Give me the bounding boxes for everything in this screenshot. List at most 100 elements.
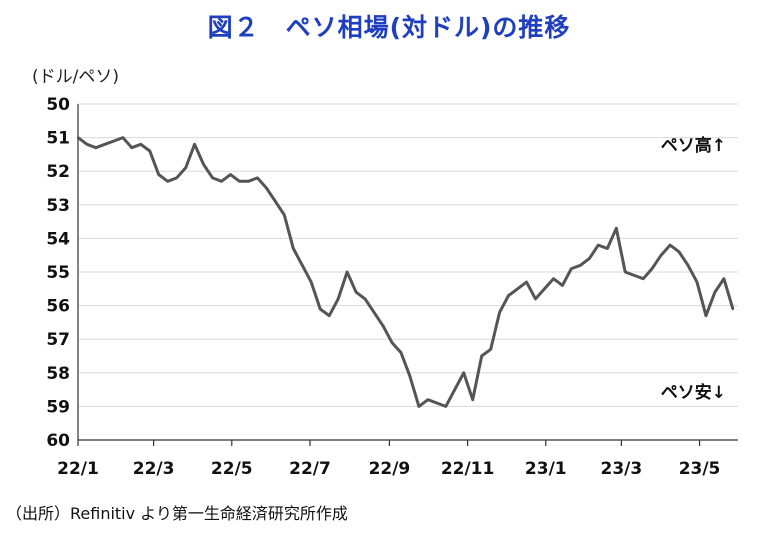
data-point	[534, 297, 537, 301]
data-point	[552, 277, 555, 280]
x-tick-label: 22/1	[57, 459, 99, 479]
data-point	[659, 254, 663, 257]
annotations: ペソ高↑ ペソ安↓	[661, 135, 726, 403]
data-point	[103, 143, 107, 146]
x-tick-label: 22/7	[289, 459, 331, 479]
data-point	[561, 284, 564, 287]
x-tick-label: 22/11	[441, 459, 495, 479]
data-point	[319, 307, 322, 311]
data-point	[211, 176, 214, 180]
data-point	[327, 314, 331, 317]
y-axis-unit-label: (ドル/ペソ)	[32, 67, 119, 87]
data-point	[76, 136, 80, 139]
series-group	[76, 136, 735, 408]
data-point	[247, 180, 250, 183]
data-point	[615, 227, 618, 230]
data-point	[399, 351, 403, 354]
data-point	[686, 264, 690, 267]
data-point	[166, 180, 169, 183]
x-tick-label: 23/1	[525, 459, 567, 479]
data-point	[345, 270, 349, 274]
data-point	[157, 173, 160, 176]
data-point	[588, 257, 591, 260]
data-point	[713, 290, 717, 294]
data-point	[507, 294, 510, 297]
data-point	[677, 250, 681, 254]
y-tick-label: 56	[46, 297, 70, 317]
data-point	[525, 280, 528, 284]
source-note: （出所）Refinitiv より第一生命経済研究所作成	[6, 504, 348, 523]
data-point	[444, 405, 448, 408]
data-point	[417, 405, 421, 408]
data-point	[489, 348, 492, 351]
x-tick-label: 22/3	[133, 459, 175, 479]
data-point	[265, 186, 268, 190]
x-tick-label: 22/9	[369, 459, 411, 479]
data-point	[381, 324, 385, 327]
y-tick-label: 51	[46, 129, 70, 149]
data-point	[471, 398, 474, 401]
data-point	[175, 176, 178, 180]
y-tick-label: 54	[46, 229, 70, 249]
data-point	[650, 267, 654, 270]
y-tick-label: 55	[46, 263, 70, 283]
data-point	[695, 280, 699, 284]
data-point	[283, 213, 286, 217]
data-point	[498, 311, 501, 314]
data-point	[579, 264, 582, 267]
data-point	[426, 398, 430, 401]
data-point	[130, 146, 134, 149]
data-point	[372, 311, 376, 314]
data-point	[220, 180, 223, 183]
data-point	[184, 166, 187, 170]
data-point	[310, 280, 313, 284]
data-point	[632, 274, 636, 277]
data-point	[408, 374, 412, 378]
data-point	[336, 297, 340, 301]
y-axis-ticks: 50 51 52 53 54 55 56 57 58 59 60	[46, 95, 70, 451]
data-point	[354, 290, 358, 294]
data-point	[85, 143, 89, 146]
data-point	[229, 173, 232, 176]
data-point	[121, 136, 125, 139]
data-point	[301, 264, 304, 267]
data-point	[731, 307, 735, 311]
y-tick-label: 50	[46, 95, 70, 115]
annotation-peso-weak: ペソ安↓	[661, 382, 726, 403]
annotation-peso-strong: ペソ高↑	[661, 135, 726, 156]
series-line-0	[77, 136, 735, 408]
data-point	[94, 146, 98, 149]
y-tick-label: 60	[46, 431, 70, 451]
chart-title: 図２ ペソ相場(対ドル)の推移	[207, 13, 571, 42]
data-point	[516, 287, 519, 290]
y-tick-label: 52	[46, 162, 70, 182]
data-point	[292, 247, 295, 250]
data-point	[480, 354, 483, 358]
y-tick-label: 58	[46, 364, 70, 384]
x-tick-label: 23/3	[601, 459, 643, 479]
data-point	[274, 200, 277, 203]
data-point	[597, 243, 600, 247]
data-point	[139, 143, 142, 146]
data-point	[543, 287, 546, 290]
x-axis-ticks: 22/1 22/3 22/5 22/7 22/9 22/11 23/1 23/3 23/5	[57, 440, 720, 479]
data-point	[704, 314, 708, 317]
x-tick-label: 22/5	[211, 459, 253, 479]
data-point	[148, 149, 151, 153]
data-point	[606, 247, 609, 250]
y-tick-label: 59	[46, 397, 70, 417]
data-point	[193, 143, 196, 146]
data-point	[641, 277, 645, 280]
gridlines	[77, 103, 738, 441]
data-point	[202, 163, 205, 166]
data-point	[363, 297, 367, 301]
data-point	[453, 388, 456, 391]
data-point	[722, 277, 726, 280]
x-tick-label: 23/5	[679, 459, 721, 479]
data-point	[112, 139, 116, 143]
data-point	[390, 341, 394, 344]
data-point	[570, 267, 573, 270]
data-point	[435, 401, 439, 405]
data-point	[256, 176, 259, 180]
